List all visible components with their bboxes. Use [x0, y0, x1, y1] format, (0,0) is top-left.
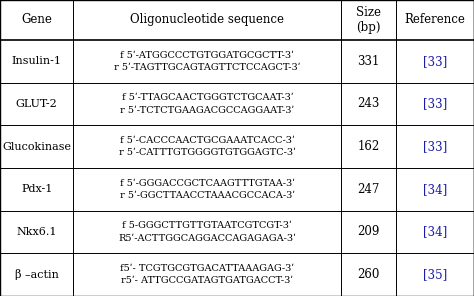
Text: f 5-GGGCTTGTTGTAATCGTCGT-3ʹ
R5ʹ-ACTTGGCAGGACCAGAGAGA-3ʹ: f 5-GGGCTTGTTGTAATCGTCGT-3ʹ R5ʹ-ACTTGGCA… [118, 221, 296, 243]
Text: Pdx-1: Pdx-1 [21, 184, 53, 194]
Text: β –actin: β –actin [15, 269, 59, 280]
Text: f 5ʹ-ATGGCCCTGTGGATGCGCTT-3ʹ
r 5ʹ-TAGTTGCAGTAGTTCTCCAGCT-3ʹ: f 5ʹ-ATGGCCCTGTGGATGCGCTT-3ʹ r 5ʹ-TAGTTG… [114, 51, 301, 72]
Text: 247: 247 [357, 183, 380, 196]
Text: [33]: [33] [423, 140, 447, 153]
Text: f 5ʹ-CACCCAACTGCGAAATCACC-3ʹ
r 5ʹ-CATTTGTGGGGTGTGGAGTC-3ʹ: f 5ʹ-CACCCAACTGCGAAATCACC-3ʹ r 5ʹ-CATTTG… [119, 136, 296, 157]
Text: [34]: [34] [423, 183, 447, 196]
Text: GLUT-2: GLUT-2 [16, 99, 58, 109]
Text: Reference: Reference [404, 14, 465, 26]
Text: Insulin-1: Insulin-1 [12, 56, 62, 66]
Text: Gene: Gene [21, 14, 52, 26]
Text: 209: 209 [357, 226, 380, 239]
Text: [34]: [34] [423, 226, 447, 239]
Text: Nkx6.1: Nkx6.1 [17, 227, 57, 237]
Text: Oligonucleotide sequence: Oligonucleotide sequence [130, 14, 284, 26]
Text: 260: 260 [357, 268, 380, 281]
Text: 162: 162 [357, 140, 380, 153]
Text: f5ʹ- TCGTGCGTGACATTAAAGAG-3ʹ
r5ʹ- ATTGCCGATAGTGATGACCT-3ʹ: f5ʹ- TCGTGCGTGACATTAAAGAG-3ʹ r5ʹ- ATTGCC… [120, 264, 294, 285]
Text: Glucokinase: Glucokinase [2, 142, 71, 152]
Text: 331: 331 [357, 55, 380, 68]
Text: [33]: [33] [423, 55, 447, 68]
Text: f 5ʹ-TTAGCAACTGGGTCTGCAAT-3ʹ
r 5ʹ-TCTCTGAAGACGCCAGGAAT-3ʹ: f 5ʹ-TTAGCAACTGGGTCTGCAAT-3ʹ r 5ʹ-TCTCTG… [120, 93, 294, 115]
Text: [33]: [33] [423, 97, 447, 110]
Text: f 5ʹ-GGGACCGCTCAAGTTTGTAA-3ʹ
r 5ʹ-GGCTTAACCTAAACGCCACA-3ʹ: f 5ʹ-GGGACCGCTCAAGTTTGTAA-3ʹ r 5ʹ-GGCTTA… [120, 178, 295, 200]
Text: [35]: [35] [423, 268, 447, 281]
Text: Size
(bp): Size (bp) [356, 6, 381, 34]
Text: 243: 243 [357, 97, 380, 110]
